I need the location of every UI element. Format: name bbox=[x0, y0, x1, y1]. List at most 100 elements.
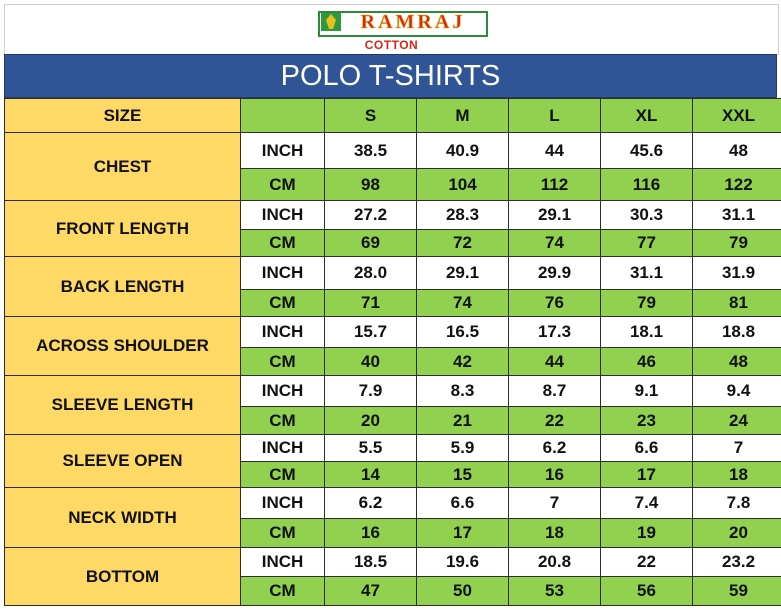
cm-value: 18 bbox=[692, 461, 781, 488]
cm-value: 47 bbox=[324, 576, 417, 606]
inch-value: 40.9 bbox=[416, 132, 509, 169]
measurement-label: CHEST bbox=[4, 132, 241, 201]
measurement-label: BOTTOM bbox=[4, 547, 241, 606]
measurement-row-cm: CM 40 42 44 46 48 bbox=[5, 347, 781, 376]
cm-value: 15 bbox=[416, 461, 509, 488]
size-column-header: L bbox=[508, 98, 601, 133]
cm-value: 72 bbox=[416, 229, 509, 257]
unit-label-inch: INCH bbox=[240, 375, 325, 407]
brand-name: RAMRAJ bbox=[360, 11, 466, 33]
inch-value: 18.5 bbox=[324, 547, 417, 577]
unit-label-cm: CM bbox=[240, 576, 325, 606]
inch-value: 8.3 bbox=[416, 375, 509, 407]
measurement-row-inch: NECK WIDTH INCH 6.2 6.6 7 7.4 7.8 bbox=[4, 487, 781, 548]
unit-label-cm: CM bbox=[240, 289, 325, 317]
cm-value: 112 bbox=[508, 168, 601, 201]
cm-value: 116 bbox=[600, 168, 693, 201]
inch-value: 20.8 bbox=[508, 547, 601, 577]
unit-label-cm: CM bbox=[240, 229, 325, 257]
cm-value: 14 bbox=[324, 461, 417, 488]
cm-value: 79 bbox=[692, 229, 781, 257]
inch-value: 6.6 bbox=[416, 487, 509, 519]
unit-label-inch: INCH bbox=[240, 132, 325, 169]
inch-value: 9.1 bbox=[600, 375, 693, 407]
lamp-emblem-icon bbox=[321, 13, 341, 31]
inch-value: 6.2 bbox=[508, 434, 601, 462]
inch-value: 6.6 bbox=[600, 434, 693, 462]
cm-value: 59 bbox=[692, 576, 781, 606]
measurement-row-inch: SLEEVE LENGTH INCH 7.9 8.3 8.7 9.1 9.4 bbox=[4, 375, 781, 435]
cm-value: 76 bbox=[508, 289, 601, 317]
inch-value: 23.2 bbox=[692, 547, 781, 577]
brand-subtitle: COTTON bbox=[364, 38, 419, 52]
unit-label-inch: INCH bbox=[240, 316, 325, 348]
logo-frame bbox=[318, 11, 488, 37]
inch-value: 7 bbox=[508, 487, 601, 519]
measurement-row-inch: FRONT LENGTH INCH 27.2 28.3 29.1 30.3 31.1 bbox=[4, 200, 781, 257]
inch-value: 8.7 bbox=[508, 375, 601, 407]
cm-value: 81 bbox=[692, 289, 781, 317]
cm-value: 19 bbox=[600, 518, 693, 548]
brand-logo: RAMRAJ bbox=[318, 11, 488, 37]
inch-value: 27.2 bbox=[324, 200, 417, 230]
inch-value: 15.7 bbox=[324, 316, 417, 348]
cm-value: 104 bbox=[416, 168, 509, 201]
cm-value: 44 bbox=[508, 347, 601, 376]
cm-value: 79 bbox=[600, 289, 693, 317]
inch-value: 6.2 bbox=[324, 487, 417, 519]
cm-value: 22 bbox=[508, 406, 601, 435]
measurement-row-inch: BACK LENGTH INCH 28.0 29.1 29.9 31.1 31.9 bbox=[4, 256, 781, 317]
inch-value: 16.5 bbox=[416, 316, 509, 348]
measurement-row-inch: ACROSS SHOULDER INCH 15.7 16.5 17.3 18.1 18.8 bbox=[4, 316, 781, 376]
measurement-row-cm: CM 16 17 18 19 20 bbox=[5, 518, 781, 548]
unit-label-inch: INCH bbox=[240, 547, 325, 577]
inch-value: 17.3 bbox=[508, 316, 601, 348]
size-column-header: M bbox=[416, 98, 509, 133]
cm-value: 71 bbox=[324, 289, 417, 317]
measurement-row-cm: CM 20 21 22 23 24 bbox=[5, 406, 781, 435]
unit-label-cm: CM bbox=[240, 461, 325, 488]
inch-value: 29.1 bbox=[416, 256, 509, 290]
cm-value: 98 bbox=[324, 168, 417, 201]
inch-value: 30.3 bbox=[600, 200, 693, 230]
measurement-row-inch: SLEEVE OPEN INCH 5.5 5.9 6.2 6.6 7 bbox=[4, 434, 781, 488]
unit-label-inch: INCH bbox=[240, 487, 325, 519]
inch-value: 7.9 bbox=[324, 375, 417, 407]
cm-value: 17 bbox=[600, 461, 693, 488]
cm-value: 16 bbox=[324, 518, 417, 548]
inch-value: 18.8 bbox=[692, 316, 781, 348]
inch-value: 29.9 bbox=[508, 256, 601, 290]
size-header: SIZE bbox=[4, 98, 241, 133]
cm-value: 23 bbox=[600, 406, 693, 435]
unit-label-cm: CM bbox=[240, 518, 325, 548]
unit-label-cm: CM bbox=[240, 406, 325, 435]
cm-value: 24 bbox=[692, 406, 781, 435]
measurement-label: SLEEVE LENGTH bbox=[4, 375, 241, 435]
page-title: POLO T-SHIRTS bbox=[4, 54, 777, 98]
cm-value: 74 bbox=[416, 289, 509, 317]
cm-value: 17 bbox=[416, 518, 509, 548]
measurement-label: SLEEVE OPEN bbox=[4, 434, 241, 488]
cm-value: 50 bbox=[416, 576, 509, 606]
header-row: SIZE S M L XL XXL bbox=[4, 98, 781, 133]
inch-value: 19.6 bbox=[416, 547, 509, 577]
measurement-row-inch: BOTTOM INCH 18.5 19.6 20.8 22 23.2 bbox=[4, 547, 781, 606]
cm-value: 16 bbox=[508, 461, 601, 488]
unit-label-cm: CM bbox=[240, 168, 325, 201]
inch-value: 48 bbox=[692, 132, 781, 169]
inch-value: 31.1 bbox=[692, 200, 781, 230]
cm-value: 56 bbox=[600, 576, 693, 606]
inch-value: 44 bbox=[508, 132, 601, 169]
size-column-header: XL bbox=[600, 98, 693, 133]
inch-value: 31.9 bbox=[692, 256, 781, 290]
inch-value: 7.8 bbox=[692, 487, 781, 519]
inch-value: 29.1 bbox=[508, 200, 601, 230]
unit-label-inch: INCH bbox=[240, 256, 325, 290]
measurement-label: FRONT LENGTH bbox=[4, 200, 241, 257]
unit-label-cm: CM bbox=[240, 347, 325, 376]
measurement-row-inch: CHEST INCH 38.5 40.9 44 45.6 48 bbox=[4, 132, 781, 201]
cm-value: 122 bbox=[692, 168, 781, 201]
measurement-row-cm: CM 14 15 16 17 18 bbox=[5, 461, 781, 488]
brand-header: RAMRAJ COTTON bbox=[4, 4, 779, 55]
